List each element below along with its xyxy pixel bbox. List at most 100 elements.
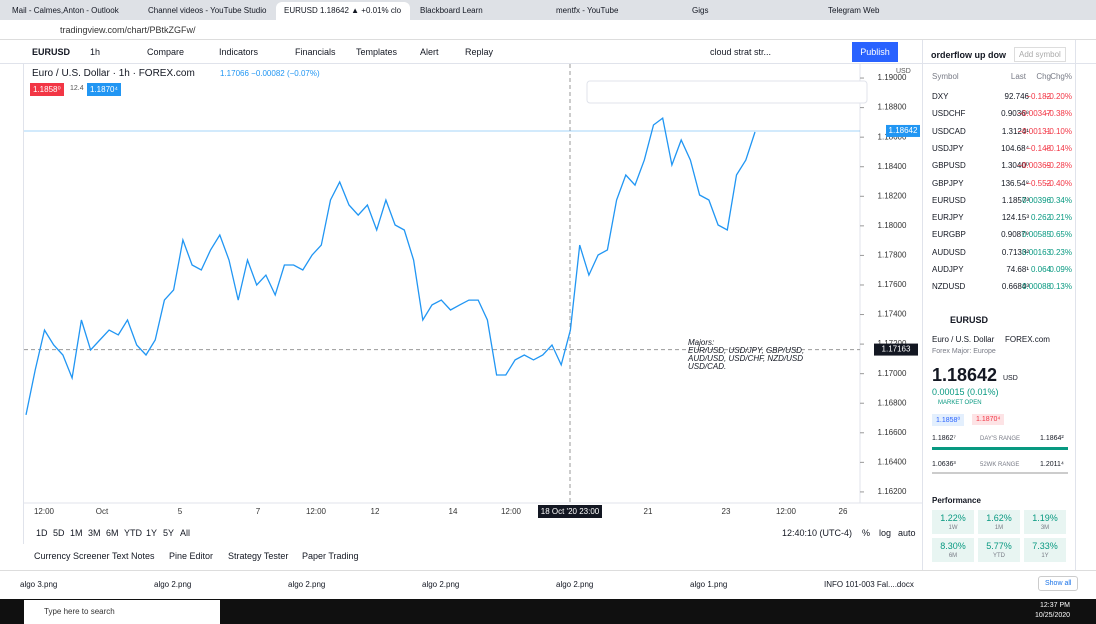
download-item[interactable]: algo 1.png <box>690 580 728 589</box>
scale-option[interactable]: auto <box>898 528 916 538</box>
range-button[interactable]: 1Y <box>146 528 158 538</box>
toolbar-button[interactable]: Indicators <box>219 47 259 57</box>
watchlist-cell[interactable]: AUDUSD <box>932 247 966 257</box>
toolbar-button[interactable]: Alert <box>420 47 439 57</box>
browser-tab[interactable]: Gigs <box>692 6 709 15</box>
watchlist-cell: −0.148 <box>1026 143 1051 153</box>
watchlist-cell[interactable]: AUDJPY <box>932 265 964 274</box>
watchlist-cell: 0.064 <box>1030 265 1051 274</box>
watchlist-cell: 0.00163 <box>1022 247 1051 257</box>
scale-option[interactable]: log <box>879 528 892 538</box>
watchlist-cell[interactable]: DXY <box>932 92 949 101</box>
perf-label: 1W <box>948 525 958 531</box>
url[interactable]: tradingview.com/chart/PBtkZGFw/ <box>60 25 196 35</box>
watchlist-cell[interactable]: GBPUSD <box>932 161 966 171</box>
watchlist-cell[interactable]: USDJPY <box>932 143 964 153</box>
panel-tab[interactable]: Text Notes <box>112 551 155 561</box>
watchlist-cell: 0.00585 <box>1022 230 1051 240</box>
watchlist-cell: 0.13% <box>1049 282 1072 292</box>
range-button[interactable]: 3M <box>88 528 101 538</box>
y-tick-label: 1.18000 <box>878 221 907 230</box>
x-tick-label: 12:00 <box>34 507 55 516</box>
watchlist-cell: −0.00347 <box>1017 109 1051 119</box>
download-item[interactable]: algo 3.png <box>20 580 58 589</box>
publish[interactable]: Publish <box>852 42 898 62</box>
range-button[interactable]: YTD <box>124 528 142 538</box>
watchlist-title[interactable]: orderflow up dow <box>931 50 1006 60</box>
watchlist-cell: 0.23% <box>1049 247 1072 257</box>
watchlist-cell[interactable]: USDCAD <box>932 126 966 136</box>
download-item[interactable]: algo 2.png <box>154 580 192 589</box>
search-box[interactable]: Type here to search <box>24 600 220 624</box>
panel-tab[interactable]: Paper Trading <box>302 551 359 561</box>
watchlist-cell: 0.00396 <box>1022 195 1051 205</box>
detail-status: MARKET OPEN <box>938 400 982 406</box>
ask[interactable]: 1.1870⁴ <box>87 83 121 96</box>
scale-option[interactable]: % <box>862 528 871 538</box>
range-button[interactable]: 5Y <box>163 528 175 538</box>
watchlist-cell[interactable]: EURJPY <box>932 213 964 223</box>
symbol[interactable]: EURUSD <box>32 47 71 57</box>
watchlist-cell: 0.262 <box>1030 213 1051 223</box>
range-button[interactable]: 1M <box>70 528 83 538</box>
crosshair-price-box <box>874 343 918 356</box>
browser-tab[interactable]: Telegram Web <box>828 6 880 15</box>
perf-label: 1Y <box>1041 553 1049 559</box>
day-low: 1.1862⁷ <box>932 435 956 442</box>
download-item[interactable]: algo 2.png <box>288 580 326 589</box>
range-button[interactable]: 1D <box>36 528 48 538</box>
watchlist-cell: 1.1857³ <box>1001 195 1029 205</box>
download-item[interactable]: INFO 101-003 Fal....docx <box>824 580 914 589</box>
bid[interactable]: 1.1858⁰ <box>30 83 64 96</box>
range-button[interactable]: 5D <box>53 528 65 538</box>
watchlist-cell: −0.28% <box>1044 161 1072 171</box>
download-item[interactable]: algo 2.png <box>422 580 460 589</box>
watchlist-cell: −0.38% <box>1044 109 1072 119</box>
download-item[interactable]: algo 2.png <box>556 580 594 589</box>
watchlist-cell[interactable]: USDCHF <box>932 109 966 119</box>
downloads-bar <box>0 570 1096 599</box>
browser-tab[interactable]: Channel videos - YouTube Studio <box>148 6 267 15</box>
wk-high: 1.2011⁴ <box>1040 461 1064 468</box>
watchlist-cell[interactable]: NZDUSD <box>932 282 966 292</box>
chart-toolbar <box>0 40 1096 64</box>
browser-tab[interactable]: mentfx - YouTube <box>556 6 619 15</box>
watchlist-cell[interactable]: EURGBP <box>932 230 966 240</box>
y-tick-label: 1.19000 <box>878 73 907 82</box>
detail-symbol[interactable]: EURUSD <box>950 315 989 325</box>
watchlist-cell: 92.746 <box>1004 92 1029 101</box>
perf-box <box>978 510 1020 534</box>
toolbar-button[interactable]: Financials <box>295 47 336 57</box>
perf-box <box>932 510 974 534</box>
detail-bid: 1.1858⁰ <box>932 414 965 426</box>
perf-value: 5.77% <box>986 541 1012 551</box>
range-button[interactable]: 6M <box>106 528 119 538</box>
detail-price: 1.18642 <box>932 365 998 385</box>
watchlist-cell: 0.9036⁸ <box>1001 109 1029 119</box>
toolbar-button[interactable]: Replay <box>465 47 494 57</box>
watchlist-header: Chg <box>1036 72 1051 81</box>
toolbar-button[interactable]: Compare <box>147 47 185 57</box>
range-button[interactable]: All <box>180 528 191 538</box>
annotation: EUR/USD, USD/JPY, GBP/USD, <box>688 346 804 355</box>
watchlist-cell[interactable]: GBPJPY <box>932 178 964 188</box>
y-tick-label: 1.16800 <box>878 398 907 407</box>
browser-tab[interactable]: Mail - Calmes,Anton - Outlook <box>12 6 119 15</box>
panel-tab[interactable]: Strategy Tester <box>228 551 289 561</box>
y-tick-label: 1.18800 <box>878 103 907 112</box>
toolbar-button[interactable]: Templates <box>356 47 398 57</box>
watchlist-cell[interactable]: EURUSD <box>932 195 966 205</box>
watchlist-header: Symbol <box>932 72 959 81</box>
watchlist-cell: 1.3040⁰ <box>1001 161 1029 171</box>
layout-name[interactable]: cloud strat str... <box>710 47 772 57</box>
perf-value: 1.19% <box>1032 513 1058 523</box>
browser-tab[interactable]: EURUSD 1.18642 ▲ +0.01% clo <box>276 2 410 20</box>
watchlist-cell: 104.68⁴ <box>1001 143 1029 153</box>
browser-tab[interactable]: Blackboard Learn <box>420 6 483 15</box>
panel-tab[interactable]: Currency Screener <box>34 551 110 561</box>
interval[interactable]: 1h <box>90 47 101 57</box>
panel-tab[interactable]: Pine Editor <box>169 551 214 561</box>
add-symbol[interactable]: Add symbol <box>1014 47 1066 62</box>
show-all[interactable]: Show all <box>1038 576 1079 591</box>
x-tick-label: 23 <box>722 507 731 516</box>
